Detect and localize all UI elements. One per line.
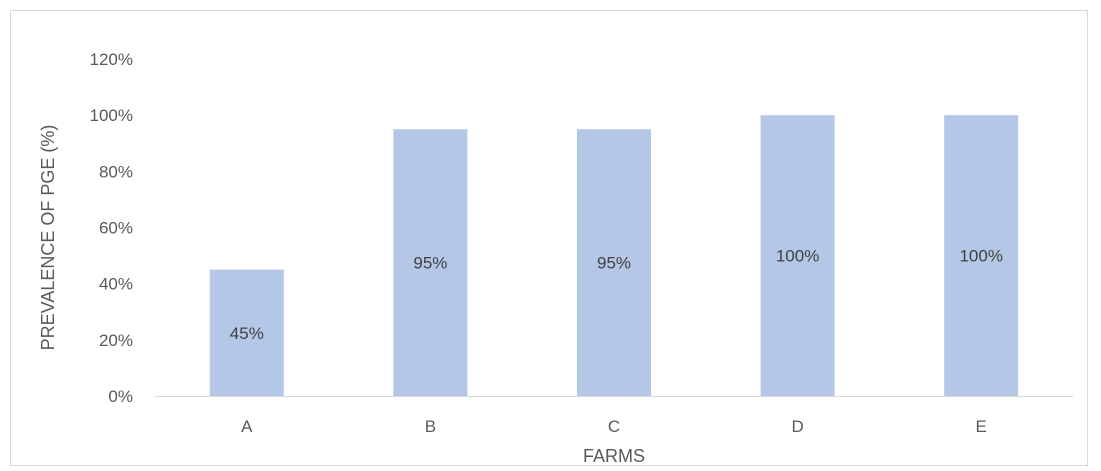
data-label: 100%: [776, 247, 819, 266]
x-tick-label: B: [425, 417, 436, 436]
y-tick-label: 80%: [99, 162, 133, 181]
data-label: 95%: [413, 254, 447, 273]
y-tick-label: 100%: [90, 106, 133, 125]
y-tick-label: 40%: [99, 275, 133, 294]
y-tick-label: 60%: [99, 219, 133, 238]
x-tick-label: D: [791, 417, 803, 436]
bars: [209, 115, 1019, 397]
x-tick-label: C: [608, 417, 620, 436]
bar-c: [577, 129, 651, 397]
bar-d: [760, 115, 835, 397]
data-labels: 45% 95% 95% 100% 100%: [230, 247, 1003, 343]
data-label: 100%: [959, 247, 1002, 266]
data-label: 95%: [597, 254, 631, 273]
x-tick-label: E: [976, 417, 987, 436]
y-tick-label: 120%: [90, 50, 133, 69]
data-label: 45%: [230, 324, 264, 343]
y-axis-title: PREVALENCE OF PGE (%): [38, 125, 58, 351]
y-tick-label: 0%: [108, 387, 133, 406]
chart-frame: [10, 10, 1088, 466]
x-axis-title: FARMS: [583, 446, 645, 466]
bar-a: [209, 269, 284, 396]
y-tick-label: 20%: [99, 331, 133, 350]
y-axis-ticks: 0% 20% 40% 60% 80% 100% 120%: [90, 50, 133, 406]
bar-b: [393, 129, 468, 397]
x-tick-label: A: [241, 417, 253, 436]
bar-e: [944, 115, 1019, 397]
x-axis-ticks: A B C D E: [241, 417, 987, 436]
